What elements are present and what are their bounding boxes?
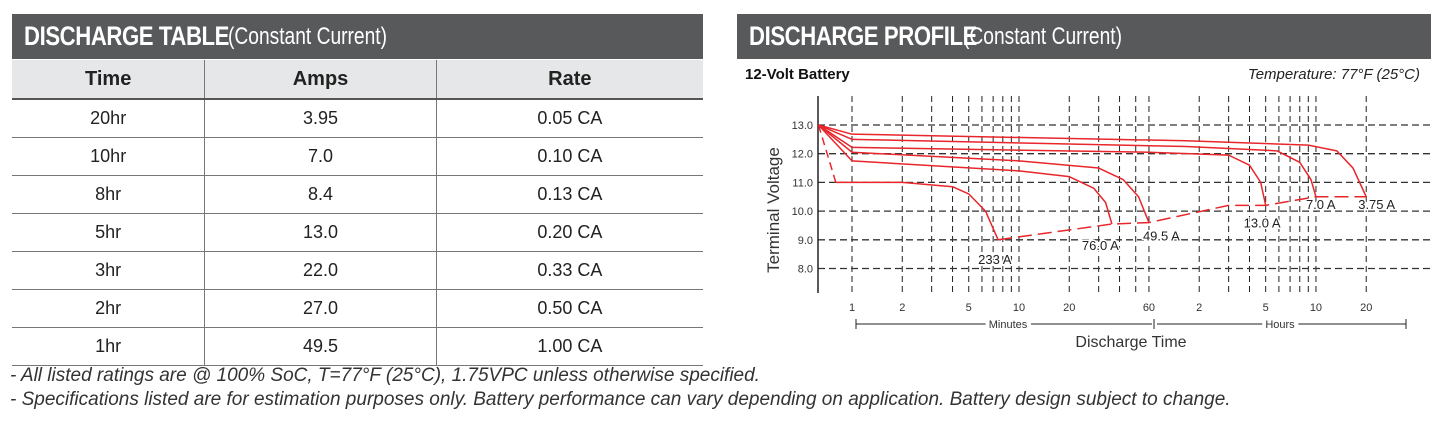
series-start-segment (817, 124, 853, 162)
series-start-segment (818, 124, 853, 135)
time-cell: 3hr (12, 251, 205, 290)
x-tick-label: 2 (899, 302, 905, 314)
amps-cell: 3.95 (204, 99, 437, 138)
series-label: 13.0 A (1244, 215, 1281, 230)
discharge-profile-header: DISCHARGE PROFILE (Constant Current) (737, 14, 1431, 59)
rate-cell: 0.05 CA (435, 99, 703, 138)
table-row: 2hr 27.0 0.50 CA (12, 289, 703, 328)
col-time: Time (12, 60, 205, 100)
x-tick-label: 10 (1013, 302, 1025, 314)
discharge-table-header: DISCHARGE TABLE (Constant Current) (12, 14, 703, 59)
y-tick-label: 10.0 (792, 206, 813, 218)
time-cell: 20hr (12, 99, 205, 138)
x-tick-label: 60 (1143, 302, 1155, 314)
series-start-segment (818, 124, 853, 141)
series-label: 233 A (978, 252, 1012, 267)
series-label: 76.0 A (1082, 238, 1119, 253)
amps-cell: 7.0 (204, 137, 437, 176)
footnotes: - All listed ratings are @ 100% SoC, T=7… (10, 364, 1231, 412)
table-title: DISCHARGE TABLE (24, 21, 230, 51)
table-row: 8hr 8.4 0.13 CA (12, 175, 703, 214)
series-start-segment (818, 124, 853, 153)
time-cell: 10hr (12, 137, 205, 176)
x-group-hours: Hours (1265, 319, 1295, 331)
series-line (851, 133, 1367, 198)
series-line (851, 146, 1267, 206)
table-row: 20hr 3.95 0.05 CA (12, 99, 703, 138)
temperature-annotation: Temperature: 77°F (25°C) (1248, 66, 1420, 83)
amps-cell: 22.0 (204, 251, 437, 290)
table-row: 5hr 13.0 0.20 CA (12, 213, 703, 252)
chart-title: 12-Volt Battery (745, 66, 850, 83)
rate-cell: 0.20 CA (435, 213, 703, 252)
series-line (851, 151, 1150, 223)
series-line (851, 160, 1113, 225)
y-tick-label: 12.0 (792, 149, 813, 161)
y-tick-label: 8.0 (798, 264, 813, 276)
y-tick-label: 11.0 (792, 177, 813, 189)
x-tick-label: 20 (1063, 302, 1075, 314)
amps-cell: 8.4 (204, 175, 437, 214)
x-tick-label: 2 (1196, 302, 1202, 314)
x-axis-label: Discharge Time (1075, 334, 1186, 351)
note: - All listed ratings are @ 100% SoC, T=7… (10, 365, 760, 386)
x-tick-label: 5 (1263, 302, 1269, 314)
discharge-chart: 12-Volt Battery Temperature: 77°F (25°C) 1… (745, 66, 1432, 351)
series-label: 3.75 A (1358, 197, 1395, 212)
series-label: 7.0 A (1306, 197, 1336, 212)
table-subtitle: (Constant Current) (228, 22, 388, 50)
y-tick-label: 9.0 (798, 235, 813, 247)
y-axis-label: Terminal Voltage (764, 147, 783, 273)
amps-cell: 27.0 (204, 289, 437, 328)
series-line (835, 181, 999, 241)
profile-subtitle: (Constant Current) (963, 22, 1123, 50)
x-group-minutes: Minutes (989, 319, 1028, 331)
amps-cell: 13.0 (204, 213, 437, 252)
rate-cell: 1.00 CA (435, 327, 703, 366)
time-cell: 2hr (12, 289, 205, 328)
table-row: 3hr 22.0 0.33 CA (12, 251, 703, 290)
amps-cell: 49.5 (204, 327, 437, 366)
rate-cell: 0.33 CA (435, 251, 703, 290)
y-tick-label: 13.0 (792, 120, 813, 132)
note: - Specifications listed are for estimati… (10, 389, 1231, 410)
time-cell: 5hr (12, 213, 205, 252)
table-row: 1hr 49.5 1.00 CA (12, 327, 703, 366)
discharge-table: Time Amps Rate 20hr 3.95 0.05 CA 10hr 7.0 0.10 … (12, 60, 703, 366)
table-row: 10hr 7.0 0.10 CA (12, 137, 703, 176)
series-line (851, 138, 1317, 197)
time-cell: 8hr (12, 175, 205, 214)
x-tick-label: 1 (849, 302, 855, 314)
col-rate: Rate (435, 60, 703, 100)
rate-cell: 0.50 CA (435, 289, 703, 328)
x-tick-label: 5 (966, 302, 972, 314)
profile-title: DISCHARGE PROFILE (749, 21, 977, 51)
x-tick-label: 20 (1360, 302, 1372, 314)
endpoint-line (998, 196, 1367, 241)
rate-cell: 0.13 CA (435, 175, 703, 214)
series-label: 49.5 A (1143, 229, 1180, 244)
col-amps: Amps (204, 60, 437, 100)
rate-cell: 0.10 CA (435, 137, 703, 176)
series-start-segment (817, 124, 837, 183)
time-cell: 1hr (12, 327, 205, 366)
x-tick-label: 10 (1310, 302, 1322, 314)
